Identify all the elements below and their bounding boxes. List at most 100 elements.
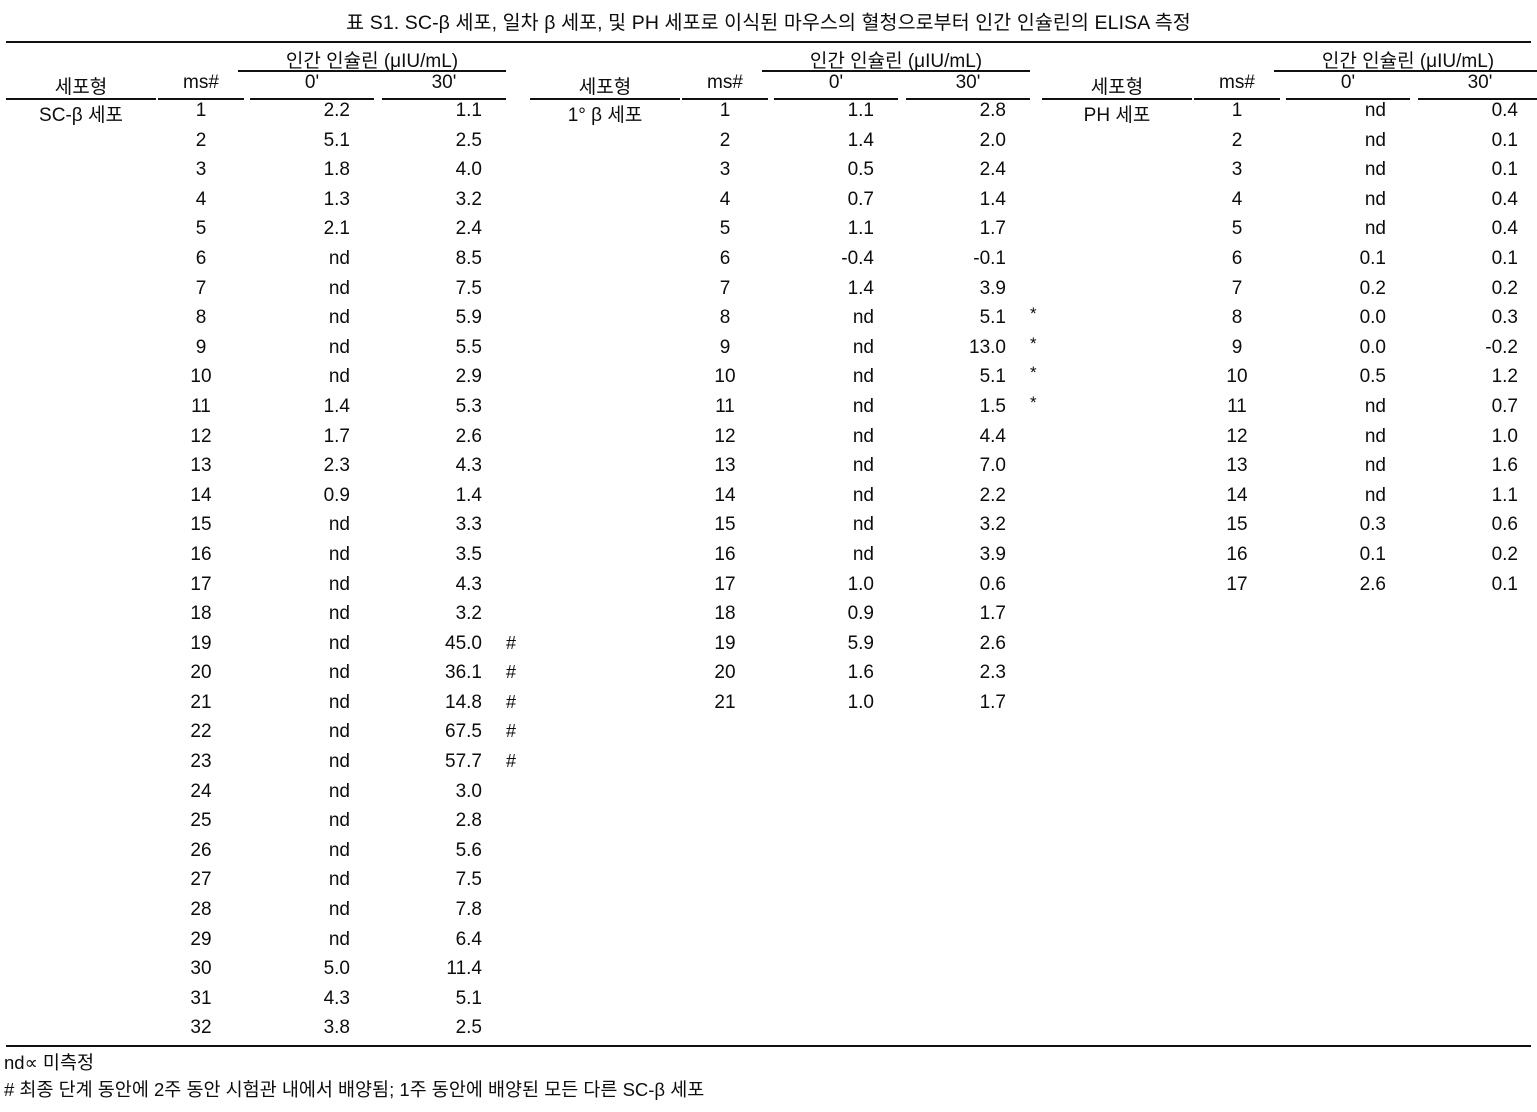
cell-insulin-t0: 2.6 <box>1286 574 1410 596</box>
table-block-sc-beta: 인간 인슐린 (μIU/mL) 세포형 ms# 0' 30' SC-β 세포12… <box>6 48 506 1047</box>
column-header-t0: 0' <box>774 72 898 94</box>
cell-insulin-t30: 2.6 <box>906 633 1030 655</box>
cell-type-label: PH 세포 <box>1042 100 1192 127</box>
cell-mouse-id: 14 <box>682 485 768 507</box>
cell-mouse-id: 15 <box>682 514 768 536</box>
table-row: 160.10.2 <box>1042 544 1537 574</box>
cell-mouse-id: 10 <box>682 366 768 388</box>
cell-mouse-id: 5 <box>158 218 244 240</box>
cell-mouse-id: 3 <box>682 159 768 181</box>
cell-mouse-id: 13 <box>682 455 768 477</box>
cell-insulin-t30: 67.5 <box>382 721 506 743</box>
cell-mouse-id: 4 <box>158 189 244 211</box>
cell-mouse-id: 6 <box>1194 248 1280 270</box>
cell-insulin-t30: 5.9 <box>382 307 506 329</box>
cell-insulin-t0: 2.3 <box>250 455 374 477</box>
cell-insulin-t30: 0.1 <box>1418 574 1537 596</box>
cell-mouse-id: 17 <box>1194 574 1280 596</box>
cell-insulin-t30: 5.1 <box>906 307 1030 329</box>
cell-insulin-t30: 45.0 <box>382 633 506 655</box>
cell-insulin-t30: 2.4 <box>382 218 506 240</box>
table-row: 132.34.3 <box>6 455 506 485</box>
cell-mouse-id: 32 <box>158 1017 244 1039</box>
cell-insulin-t0: 1.4 <box>774 130 898 152</box>
cell-insulin-t30: 4.3 <box>382 574 506 596</box>
cell-insulin-t30: 4.4 <box>906 426 1030 448</box>
cell-insulin-t30: 1.7 <box>906 692 1030 714</box>
table-row: PH 세포1nd0.4 <box>1042 100 1537 130</box>
cell-insulin-t0: nd <box>250 721 374 743</box>
cell-mouse-id: 8 <box>158 307 244 329</box>
cell-insulin-t30: 1.6 <box>1418 455 1537 477</box>
table-row: 1° β 세포11.12.8 <box>530 100 1030 130</box>
table-row: 121.72.6 <box>6 426 506 456</box>
cell-insulin-t30: 5.5 <box>382 337 506 359</box>
cell-insulin-t30: 1.1 <box>1418 485 1537 507</box>
table-row: 25nd2.8 <box>6 810 506 840</box>
cell-insulin-t30: 2.3 <box>906 662 1030 684</box>
cell-insulin-t0: nd <box>250 751 374 773</box>
cell-insulin-t30: 13.0 <box>906 337 1030 359</box>
cell-insulin-t0: 0.2 <box>1286 278 1410 300</box>
cell-mouse-id: 15 <box>158 514 244 536</box>
footnotes: nd∝ 미측정 # 최종 단계 동안에 2주 동안 시험관 내에서 배양됨; 1… <box>4 1050 1004 1104</box>
cell-mouse-id: 29 <box>158 929 244 951</box>
cell-insulin-t0: nd <box>774 396 898 418</box>
table-row: 201.62.3 <box>530 662 1030 692</box>
table-row: 2nd0.1 <box>1042 130 1537 160</box>
cell-insulin-t30: 1.1 <box>382 100 506 122</box>
table-block-primary-beta: 인간 인슐린 (μIU/mL) 세포형 ms# 0' 30' 1° β 세포11… <box>530 48 1030 721</box>
cell-insulin-t30: 11.4 <box>382 958 506 980</box>
cell-insulin-t30: 1.4 <box>382 485 506 507</box>
cell-insulin-t30: 1.7 <box>906 603 1030 625</box>
cell-insulin-t30: 3.2 <box>382 603 506 625</box>
cell-mouse-id: 8 <box>1194 307 1280 329</box>
cell-insulin-t30: 1.5 <box>906 396 1030 418</box>
table-row: 6-0.4-0.1 <box>530 248 1030 278</box>
table-body: PH 세포1nd0.42nd0.13nd0.14nd0.45nd0.460.10… <box>1042 100 1537 603</box>
cell-insulin-t0: 5.1 <box>250 130 374 152</box>
cell-insulin-t30: 0.4 <box>1418 189 1537 211</box>
cell-insulin-t0: 1.4 <box>250 396 374 418</box>
cell-mouse-id: 7 <box>158 278 244 300</box>
cell-mouse-id: 2 <box>1194 130 1280 152</box>
cell-insulin-t30: 2.5 <box>382 1017 506 1039</box>
table-row: 8nd5.1* <box>530 307 1030 337</box>
cell-insulin-t30: 2.5 <box>382 130 506 152</box>
cell-insulin-t0: nd <box>774 337 898 359</box>
cell-insulin-t0: 3.8 <box>250 1017 374 1039</box>
cell-insulin-t30: 3.0 <box>382 781 506 803</box>
cell-insulin-t0: nd <box>250 810 374 832</box>
table-row: 100.51.2 <box>1042 366 1537 396</box>
cell-insulin-t0: nd <box>1286 130 1410 152</box>
column-header-t0: 0' <box>250 72 374 94</box>
cell-mouse-id: 1 <box>682 100 768 122</box>
table-body: SC-β 세포12.21.125.12.531.84.041.33.252.12… <box>6 100 506 1047</box>
cell-insulin-t30: 0.4 <box>1418 100 1537 122</box>
cell-insulin-t0: nd <box>250 662 374 684</box>
cell-insulin-t30: 2.9 <box>382 366 506 388</box>
cell-insulin-t0: nd <box>774 307 898 329</box>
cell-insulin-t30: 3.9 <box>906 278 1030 300</box>
cell-mouse-id: 27 <box>158 869 244 891</box>
cell-insulin-t0: 0.9 <box>250 485 374 507</box>
table-row: 16nd3.9 <box>530 544 1030 574</box>
cell-insulin-t0: nd <box>250 574 374 596</box>
table-row: 11nd1.5* <box>530 396 1030 426</box>
table-row: 80.00.3 <box>1042 307 1537 337</box>
cell-insulin-t30: 0.6 <box>906 574 1030 596</box>
table-row: 30.52.4 <box>530 159 1030 189</box>
table-row: 6 0.1 0.1 <box>1042 248 1537 278</box>
table-body: 1° β 세포11.12.821.42.030.52.440.71.451.11… <box>530 100 1030 721</box>
cell-insulin-t30: 0.1 <box>1418 248 1537 270</box>
table-row: 17nd4.3 <box>6 574 506 604</box>
cell-insulin-t30: 2.4 <box>906 159 1030 181</box>
cell-mouse-id: 3 <box>1194 159 1280 181</box>
column-header-row: 세포형 ms# 0' 30' <box>6 72 506 100</box>
cell-insulin-t0: 0.1 <box>1286 248 1410 270</box>
table-row: 111.45.3 <box>6 396 506 426</box>
cell-insulin-t30: -0.2 <box>1418 337 1537 359</box>
cell-mouse-id: 13 <box>1194 455 1280 477</box>
document-page: 표 S1. SC-β 세포, 일차 β 세포, 및 PH 세포로 이식된 마우스… <box>0 0 1537 1112</box>
cell-mouse-id: 16 <box>682 544 768 566</box>
